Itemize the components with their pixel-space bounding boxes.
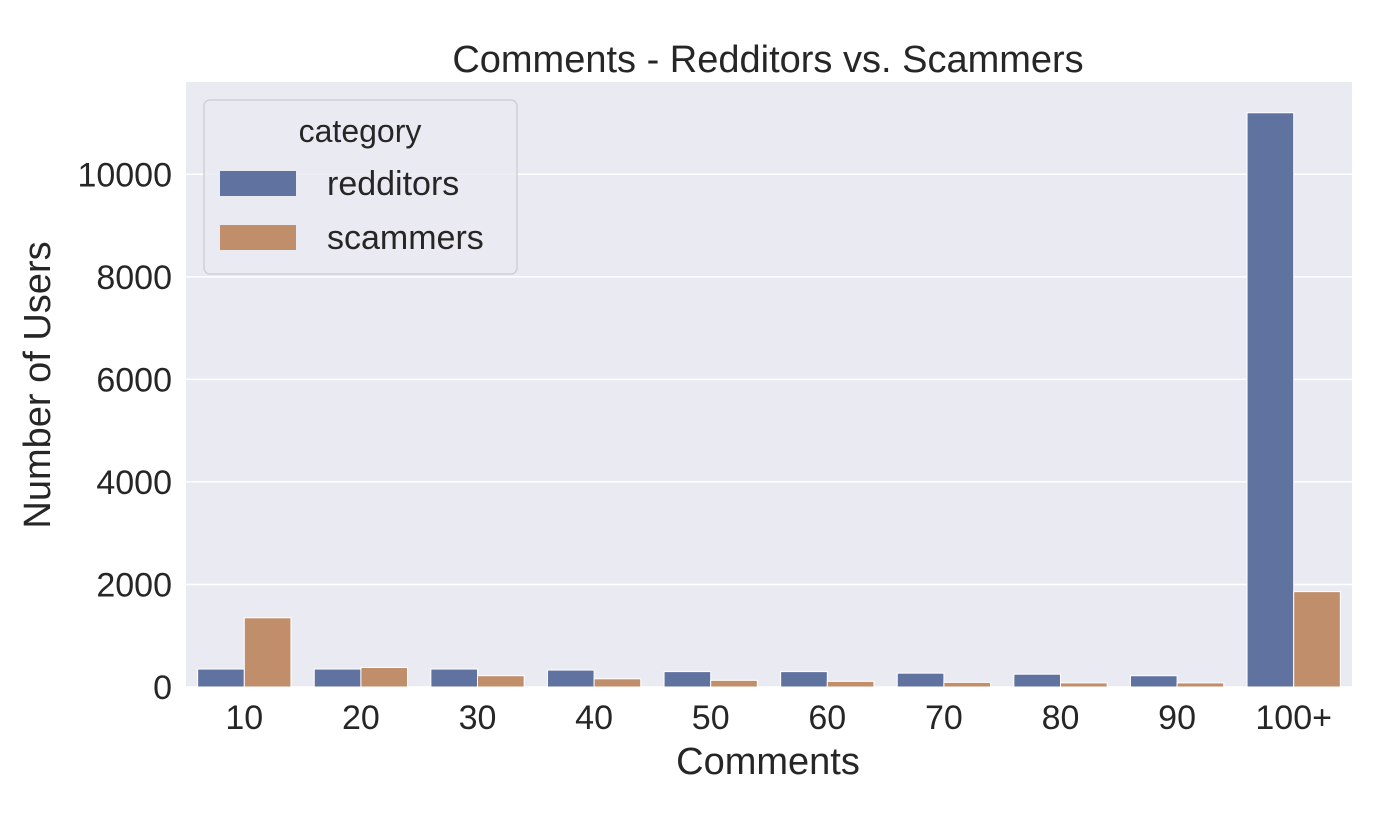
y-tick-label: 2000 — [96, 566, 172, 604]
x-tick-labels: 10 20 30 40 50 60 70 80 90 100+ — [225, 699, 1332, 737]
bar-scammers-80 — [1060, 682, 1108, 688]
legend-swatch-scammers — [220, 225, 296, 250]
bar-scammers-20 — [360, 667, 409, 688]
x-tick-label: 40 — [575, 699, 613, 737]
legend-swatch-redditors — [220, 171, 296, 196]
x-tick-label: 90 — [1158, 699, 1196, 737]
bar-redditors-90 — [1129, 675, 1178, 688]
x-tick-label: 70 — [925, 699, 963, 737]
bar-redditors-70 — [896, 672, 945, 688]
y-tick-labels: 0 2000 4000 6000 8000 10000 — [77, 156, 172, 707]
x-tick-label: 60 — [808, 699, 846, 737]
bar-scammers-60 — [826, 680, 875, 688]
bar-redditors-100plus — [1246, 112, 1295, 688]
y-tick-label: 8000 — [96, 259, 172, 297]
bar-scammers-40 — [593, 678, 642, 688]
x-tick-label: 10 — [225, 699, 263, 737]
y-tick-label: 6000 — [96, 361, 172, 399]
chart-title: Comments - Redditors vs. Scammers — [452, 39, 1083, 81]
bar-redditors-50 — [663, 671, 712, 688]
bar-redditors-20 — [313, 668, 362, 688]
bar-redditors-60 — [780, 671, 828, 688]
legend-label-redditors: redditors — [327, 165, 459, 203]
bar-redditors-80 — [1013, 673, 1061, 688]
bar-redditors-30 — [430, 668, 478, 688]
bar-redditors-10 — [197, 668, 245, 688]
x-axis-label: Comments — [676, 741, 860, 783]
bar-scammers-100plus — [1293, 591, 1341, 688]
bars — [197, 112, 1341, 688]
bar-scammers-50 — [710, 679, 758, 688]
y-tick-label: 4000 — [96, 464, 172, 502]
y-tick-label: 10000 — [77, 156, 172, 194]
legend: category redditors scammers — [203, 99, 518, 275]
bar-scammers-10 — [243, 617, 292, 688]
x-tick-label: 30 — [459, 699, 497, 737]
bar-scammers-70 — [943, 681, 992, 688]
legend-title: category — [299, 113, 422, 149]
x-tick-label: 50 — [692, 699, 730, 737]
bar-scammers-30 — [477, 675, 525, 688]
legend-label-scammers: scammers — [327, 219, 484, 257]
bar-redditors-40 — [546, 669, 595, 688]
x-tick-label: 20 — [342, 699, 380, 737]
y-tick-label: 0 — [153, 669, 172, 707]
bar-scammers-90 — [1176, 682, 1225, 688]
x-tick-label: 100+ — [1255, 699, 1332, 737]
x-tick-label: 80 — [1042, 699, 1080, 737]
y-axis-label: Number of Users — [17, 241, 59, 528]
